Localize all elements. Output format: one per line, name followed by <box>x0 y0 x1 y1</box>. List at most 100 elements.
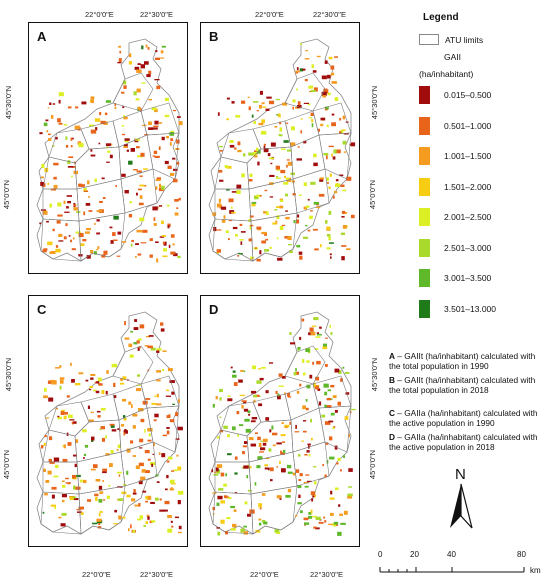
legend-class-label: 1.501–2.000 <box>444 181 492 192</box>
land-patch <box>242 451 245 455</box>
scale-bar <box>379 567 525 573</box>
land-patch <box>270 142 276 147</box>
land-patch <box>164 114 170 118</box>
land-patch <box>257 161 260 166</box>
land-patch <box>161 185 165 190</box>
land-patch <box>149 520 153 524</box>
land-patch <box>96 210 103 213</box>
land-patch <box>306 450 310 453</box>
land-patch <box>139 217 145 222</box>
land-patch <box>249 173 253 177</box>
legend-class-label: 2.501–3.000 <box>444 242 492 253</box>
land-patch <box>40 181 44 186</box>
scale-label-0: 0 <box>378 550 383 559</box>
legend-variable: GAII <box>444 52 462 62</box>
land-patch <box>340 184 345 187</box>
lat-tick-right-1: 45°30'0"N <box>370 85 380 120</box>
note-d-text: – GAIIa (ha/inhabitant) calculated with … <box>389 432 538 452</box>
land-patch <box>324 391 328 396</box>
land-patch <box>80 512 84 515</box>
land-patch <box>270 162 273 165</box>
land-patch <box>295 424 297 429</box>
land-patch <box>144 470 150 474</box>
land-patch <box>167 456 173 460</box>
land-patch <box>320 123 324 127</box>
land-patch <box>123 432 126 436</box>
land-patch <box>153 150 158 154</box>
land-patch <box>124 337 130 340</box>
land-patch <box>147 458 151 461</box>
scale-label-40: 40 <box>447 550 456 559</box>
land-patch <box>97 377 102 382</box>
land-patch <box>324 404 327 408</box>
land-patch <box>340 129 344 134</box>
land-patch <box>299 336 302 340</box>
land-patch <box>330 74 332 77</box>
land-patch <box>58 92 64 97</box>
land-patch <box>235 115 241 118</box>
land-patch <box>136 88 141 93</box>
land-patch <box>155 403 162 406</box>
land-patch <box>150 462 156 466</box>
land-patch <box>315 516 321 520</box>
land-patch <box>176 139 180 144</box>
land-patch <box>231 101 235 104</box>
land-patch <box>53 184 58 189</box>
land-patch <box>144 345 149 347</box>
land-patch <box>60 523 66 527</box>
land-patch <box>286 393 291 397</box>
land-patch <box>243 465 249 469</box>
land-patch <box>298 479 302 481</box>
land-patch <box>166 430 170 435</box>
land-patch <box>239 239 244 241</box>
land-patch <box>138 408 144 412</box>
land-patch <box>63 236 67 240</box>
atu-boundary <box>146 132 180 180</box>
land-patch <box>121 516 126 519</box>
land-patch <box>126 448 131 453</box>
land-patch <box>310 112 314 116</box>
land-patch <box>216 249 221 253</box>
land-patch <box>325 337 328 339</box>
land-patch <box>95 496 98 501</box>
land-patch <box>253 152 257 156</box>
land-patch <box>325 106 329 110</box>
land-patch <box>167 165 172 169</box>
note-b-text: – GAIIt (ha/inhabitant) calculated with … <box>389 375 536 395</box>
land-patch <box>162 350 167 352</box>
land-patch <box>70 362 72 366</box>
land-patch <box>65 223 68 227</box>
land-patch <box>219 397 222 401</box>
land-patch <box>303 430 307 433</box>
land-patch <box>243 370 246 372</box>
land-patch <box>277 257 283 261</box>
land-patch <box>281 468 286 473</box>
land-patch <box>256 226 262 230</box>
panel-letter-d: D <box>209 302 219 317</box>
land-patch <box>312 515 317 518</box>
land-patch <box>167 528 173 533</box>
land-patch <box>128 343 133 348</box>
land-patch <box>307 443 311 446</box>
map-b-svg <box>208 38 356 262</box>
land-patch <box>293 371 297 376</box>
land-patch <box>236 411 240 415</box>
land-patch <box>44 435 47 438</box>
land-patch <box>310 418 312 423</box>
land-patch <box>91 436 95 441</box>
land-patch <box>120 378 123 381</box>
land-patch <box>169 488 175 491</box>
land-patch <box>216 229 222 231</box>
legend-class-row: 0.501–1.000 <box>419 116 491 135</box>
land-patch <box>304 522 310 525</box>
lon-tick-bottom-1: 22°0'0"E <box>82 570 111 579</box>
land-patch <box>323 89 329 94</box>
land-patch <box>110 425 115 428</box>
land-patch <box>68 156 74 158</box>
land-patch <box>106 370 109 374</box>
land-patch <box>142 490 147 493</box>
land-patch <box>93 389 97 392</box>
land-patch <box>138 338 142 341</box>
land-patch <box>67 106 72 109</box>
land-patch <box>155 186 158 190</box>
